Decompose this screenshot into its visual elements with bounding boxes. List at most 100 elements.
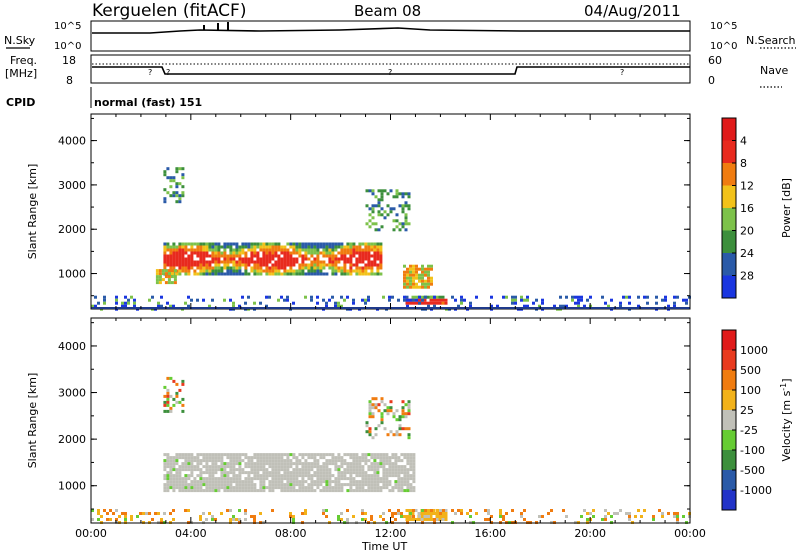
heatmap-cell <box>325 483 329 487</box>
heatmap-cell <box>172 179 176 183</box>
heatmap-cell <box>295 462 299 466</box>
heatmap-cell <box>190 483 194 487</box>
heatmap-cell <box>406 282 409 286</box>
heatmap-cell <box>328 480 332 484</box>
heatmap-cell <box>199 269 203 273</box>
heatmap-cell <box>271 468 275 472</box>
heatmap-cell <box>322 263 326 267</box>
heatmap-cell <box>292 242 296 246</box>
heatmap-cell <box>166 248 170 252</box>
heatmap-cell <box>364 489 368 493</box>
heatmap-cell <box>184 474 188 478</box>
heatmap-cell <box>394 486 398 490</box>
heatmap-cell <box>377 424 381 428</box>
heatmap-cell <box>130 515 133 518</box>
heatmap-cell <box>316 269 320 273</box>
heatmap-cell <box>175 251 179 255</box>
heatmap-cell <box>421 298 424 302</box>
heatmap-cell <box>169 185 173 189</box>
heatmap-cell <box>202 248 206 252</box>
heatmap-cell <box>298 483 302 487</box>
heatmap-cell <box>367 298 370 302</box>
heatmap-cell <box>181 260 185 264</box>
heatmap-cell <box>286 251 290 255</box>
heatmap-cell <box>385 453 389 457</box>
heatmap-cell <box>424 282 427 286</box>
heatmap-cell <box>250 254 254 258</box>
heatmap-cell <box>313 489 317 493</box>
heatmap-cell <box>328 477 332 481</box>
heatmap-cell <box>187 260 191 264</box>
heatmap-cell <box>202 477 206 481</box>
heatmap-cell <box>274 272 278 276</box>
heatmap-cell <box>370 266 374 270</box>
heatmap-cell <box>367 459 371 463</box>
heatmap-cell <box>193 269 197 273</box>
heatmap-cell <box>430 509 433 512</box>
heatmap-cell <box>316 462 320 466</box>
heatmap-cell <box>355 465 359 469</box>
heatmap-cell <box>295 272 299 276</box>
heatmap-cell <box>367 477 371 481</box>
heatmap-cell <box>226 245 230 249</box>
heatmap-cell <box>220 471 224 475</box>
colorbar-tick-label: 16 <box>740 202 754 215</box>
heatmap-cell <box>304 462 308 466</box>
heatmap-cell <box>379 251 383 255</box>
heatmap-cell <box>394 474 398 478</box>
heatmap-cell <box>208 480 212 484</box>
heatmap-cell <box>178 480 182 484</box>
heatmap-cell <box>274 486 278 490</box>
heatmap-cell <box>247 480 251 484</box>
heatmap-cell <box>211 245 215 249</box>
heatmap-cell <box>181 382 185 386</box>
heatmap-cell <box>190 298 193 302</box>
heatmap-cell <box>214 465 218 469</box>
cpid-value: normal (fast) 151 <box>94 96 202 109</box>
y-tick-label: 1000 <box>58 268 86 281</box>
heatmap-cell <box>167 278 171 282</box>
heatmap-cell <box>178 251 182 255</box>
heatmap-cell <box>319 474 323 478</box>
heatmap-cell <box>166 301 169 305</box>
heatmap-cell <box>205 489 209 493</box>
heatmap-cell <box>613 512 616 515</box>
heatmap-cell <box>250 480 254 484</box>
heatmap-cell <box>389 406 393 410</box>
heatmap-cell <box>352 251 356 255</box>
heatmap-cell <box>667 304 670 308</box>
heatmap-cell <box>343 251 347 255</box>
heatmap-cell <box>340 251 344 255</box>
heatmap-cell <box>190 453 194 457</box>
heatmap-cell <box>196 266 200 270</box>
heatmap-cell <box>235 459 239 463</box>
heatmap-cell <box>334 301 337 305</box>
heatmap-cell <box>301 254 305 258</box>
heatmap-cell <box>256 456 260 460</box>
heatmap-cell <box>343 260 347 264</box>
heatmap-cell <box>202 483 206 487</box>
heatmap-cell <box>307 269 311 273</box>
heatmap-cell <box>187 509 190 512</box>
heatmap-cell <box>193 465 197 469</box>
heatmap-cell <box>292 483 296 487</box>
heatmap-cell <box>469 509 472 512</box>
heatmap-cell <box>259 462 263 466</box>
heatmap-cell <box>181 263 185 267</box>
heatmap-cell <box>295 260 299 264</box>
heatmap-cell <box>322 245 326 249</box>
heatmap-cell <box>307 263 311 267</box>
heatmap-cell <box>334 248 338 252</box>
heatmap-cell <box>625 512 628 515</box>
heatmap-cell <box>406 474 410 478</box>
heatmap-cell <box>274 480 278 484</box>
heatmap-cell <box>235 474 239 478</box>
heatmap-cell <box>408 509 412 512</box>
heatmap-cell <box>178 257 182 261</box>
heatmap-cell <box>310 456 314 460</box>
heatmap-cell <box>430 279 433 283</box>
heatmap-cell <box>435 512 439 515</box>
heatmap-cell <box>238 263 242 267</box>
heatmap-cell <box>178 200 182 204</box>
